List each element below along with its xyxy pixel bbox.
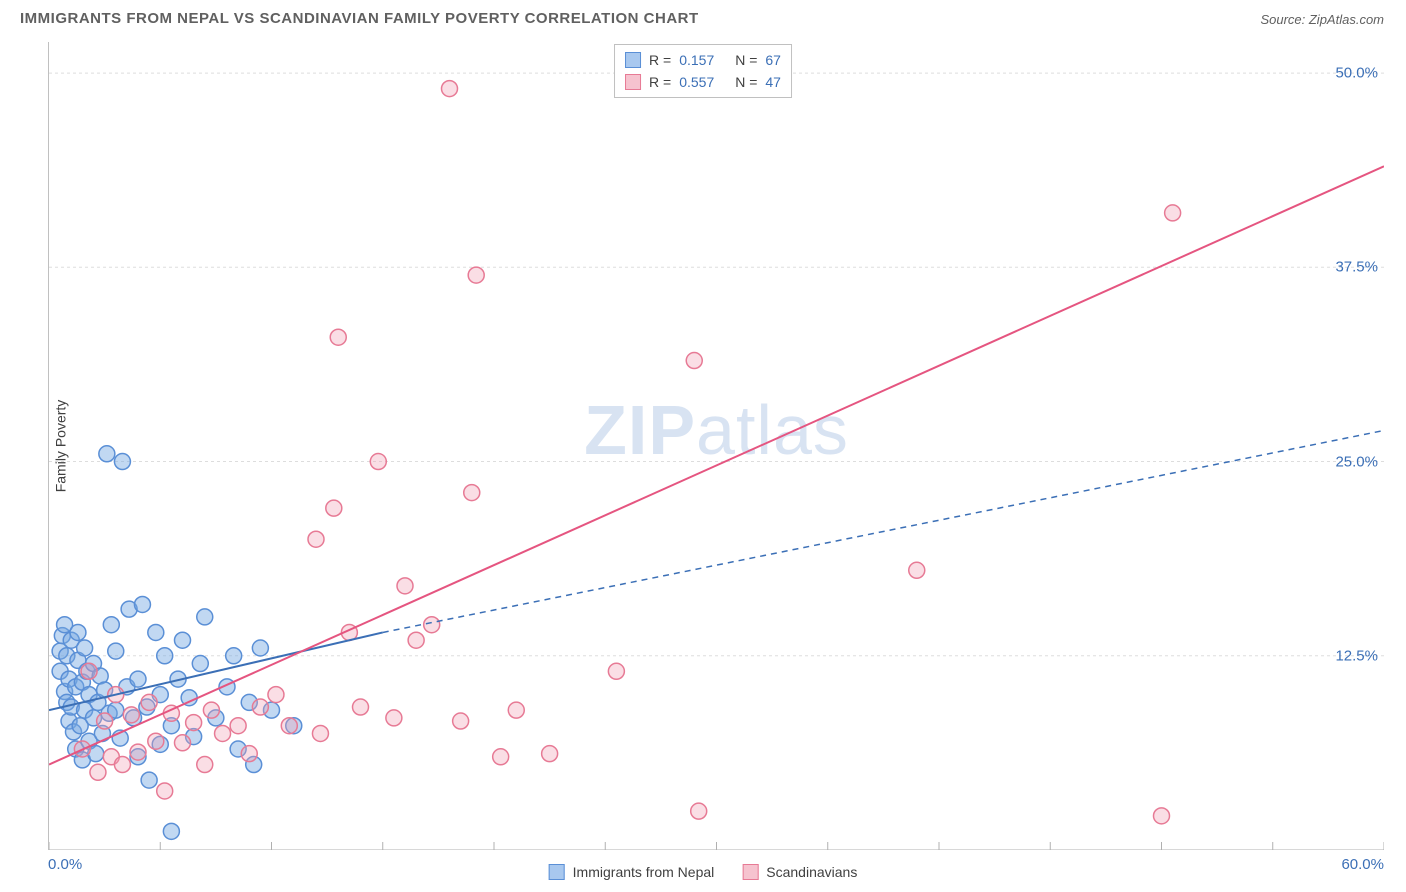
r-label: R =	[649, 52, 671, 68]
legend-label: Scandinavians	[766, 864, 857, 880]
chart-title: IMMIGRANTS FROM NEPAL VS SCANDINAVIAN FA…	[20, 10, 699, 27]
legend-swatch	[549, 864, 565, 880]
data-point	[252, 699, 268, 715]
data-point	[226, 648, 242, 664]
data-point	[197, 757, 213, 773]
legend-swatch	[742, 864, 758, 880]
data-point	[442, 81, 458, 97]
data-point	[108, 643, 124, 659]
data-point	[134, 596, 150, 612]
data-point	[1165, 205, 1181, 221]
legend-series: Immigrants from Nepal Scandinavians	[549, 864, 858, 880]
data-point	[77, 640, 93, 656]
r-label: R =	[649, 74, 671, 90]
data-point	[90, 764, 106, 780]
data-point	[608, 663, 624, 679]
y-tick-label: 25.0%	[1335, 453, 1378, 470]
data-point	[493, 749, 509, 765]
data-point	[312, 725, 328, 741]
data-point	[186, 715, 202, 731]
n-value: 67	[765, 52, 781, 68]
data-point	[130, 671, 146, 687]
data-point	[464, 485, 480, 501]
data-point	[70, 624, 86, 640]
legend-correlation: R = 0.157 N = 67 R = 0.557 N = 47	[614, 44, 792, 98]
x-max-label: 60.0%	[1341, 856, 1384, 884]
data-point	[141, 694, 157, 710]
data-point	[424, 617, 440, 633]
scatter-plot	[49, 42, 1384, 850]
data-point	[175, 735, 191, 751]
x-min-label: 0.0%	[48, 856, 82, 884]
source-label: Source: ZipAtlas.com	[1260, 12, 1384, 27]
data-point	[192, 656, 208, 672]
n-value: 47	[765, 74, 781, 90]
data-point	[148, 733, 164, 749]
data-point	[141, 772, 157, 788]
y-tick-label: 50.0%	[1335, 65, 1378, 82]
n-label: N =	[735, 74, 757, 90]
data-point	[157, 648, 173, 664]
data-point	[99, 446, 115, 462]
data-point	[542, 746, 558, 762]
data-point	[370, 454, 386, 470]
trend-line-extrapolated	[383, 430, 1384, 632]
r-value: 0.557	[679, 74, 727, 90]
trend-line	[49, 166, 1384, 764]
chart-container: ZIPatlas	[48, 42, 1384, 850]
data-point	[326, 500, 342, 516]
data-point	[163, 823, 179, 839]
data-point	[114, 757, 130, 773]
legend-item: Immigrants from Nepal	[549, 864, 715, 880]
data-point	[268, 687, 284, 703]
data-point	[241, 746, 257, 762]
data-point	[353, 699, 369, 715]
data-point	[215, 725, 231, 741]
data-point	[508, 702, 524, 718]
legend-label: Immigrants from Nepal	[573, 864, 715, 880]
data-point	[691, 803, 707, 819]
data-point	[330, 329, 346, 345]
data-point	[148, 624, 164, 640]
data-point	[81, 663, 97, 679]
legend-swatch	[625, 52, 641, 68]
data-point	[453, 713, 469, 729]
legend-swatch	[625, 74, 641, 90]
data-point	[308, 531, 324, 547]
legend-item: Scandinavians	[742, 864, 857, 880]
data-point	[686, 353, 702, 369]
y-tick-label: 12.5%	[1335, 647, 1378, 664]
data-point	[281, 718, 297, 734]
n-label: N =	[735, 52, 757, 68]
data-point	[386, 710, 402, 726]
y-tick-label: 37.5%	[1335, 259, 1378, 276]
data-point	[197, 609, 213, 625]
data-point	[468, 267, 484, 283]
data-point	[130, 744, 146, 760]
data-point	[397, 578, 413, 594]
legend-row: R = 0.557 N = 47	[625, 71, 781, 93]
data-point	[230, 718, 246, 734]
data-point	[114, 454, 130, 470]
data-point	[408, 632, 424, 648]
r-value: 0.157	[679, 52, 727, 68]
data-point	[909, 562, 925, 578]
legend-row: R = 0.157 N = 67	[625, 49, 781, 71]
data-point	[252, 640, 268, 656]
data-point	[203, 702, 219, 718]
data-point	[1154, 808, 1170, 824]
data-point	[97, 713, 113, 729]
data-point	[123, 707, 139, 723]
data-point	[175, 632, 191, 648]
data-point	[103, 617, 119, 633]
data-point	[157, 783, 173, 799]
